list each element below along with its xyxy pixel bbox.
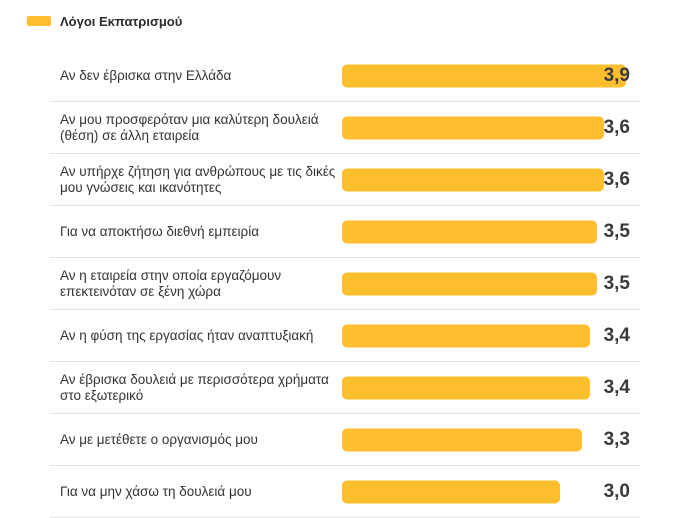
data-label: 3,5 — [603, 220, 630, 242]
data-label: 3,0 — [603, 480, 630, 502]
data-label: 3,6 — [603, 116, 630, 138]
category-label: Αν υπήρχε ζήτηση για ανθρώπους με τις δι… — [60, 163, 336, 195]
category-label: Αν έβρισκα δουλειά με περισσότερα χρήματ… — [60, 371, 329, 403]
bar-row: Αν η εταιρεία στην οποία εργαζόμουν επεκ… — [50, 258, 640, 310]
category-label: Αν η εταιρεία στην οποία εργαζόμουν επεκ… — [60, 267, 282, 299]
data-label: 3,3 — [603, 428, 630, 450]
bar-row: Αν μου προσφερόταν μια καλύτερη δουλειά … — [50, 102, 640, 154]
category-label: Για να αποκτήσω διεθνή εμπειρία — [60, 223, 260, 239]
bar — [342, 116, 605, 139]
chart-legend: Λόγοι Εκπατρισμού — [27, 12, 182, 30]
bar-row: Για να μην χάσω τη δουλειά μου 3,0 — [50, 466, 640, 518]
data-label: 3,9 — [603, 64, 630, 86]
bar — [342, 324, 590, 347]
bar — [342, 64, 626, 87]
category-label: Αν η φύση της εργασίας ήταν αναπτυξιακή — [60, 327, 314, 343]
legend-label: Λόγοι Εκπατρισμού — [60, 13, 183, 29]
category-label: Αν μου προσφερόταν μια καλύτερη δουλειά … — [60, 111, 319, 143]
bar — [342, 272, 597, 295]
data-label: 3,6 — [603, 168, 630, 190]
data-label: 3,4 — [603, 376, 630, 398]
bar-row: Αν η φύση της εργασίας ήταν αναπτυξιακή 3… — [50, 310, 640, 362]
data-label: 3,5 — [603, 272, 630, 294]
bar — [342, 428, 583, 451]
bar-row: Αν με μετέθετε ο οργανισμός μου 3,3 — [50, 414, 640, 466]
category-label: Για να μην χάσω τη δουλειά μου — [60, 483, 252, 499]
bar — [342, 168, 605, 191]
bar — [342, 376, 590, 399]
legend-swatch — [27, 16, 51, 26]
category-label: Αν με μετέθετε ο οργανισμός μου — [60, 431, 258, 447]
category-label: Αν δεν έβρισκα στην Ελλάδα — [60, 67, 232, 83]
bar-row: Αν δεν έβρισκα στην Ελλάδα 3,9 — [50, 50, 640, 102]
data-label: 3,4 — [603, 324, 630, 346]
bar — [342, 480, 561, 503]
bar — [342, 220, 597, 243]
bar-row: Αν έβρισκα δουλειά με περισσότερα χρήματ… — [50, 362, 640, 414]
bar-row: Για να αποκτήσω διεθνή εμπειρία 3,5 — [50, 206, 640, 258]
bar-row: Αν υπήρχε ζήτηση για ανθρώπους με τις δι… — [50, 154, 640, 206]
